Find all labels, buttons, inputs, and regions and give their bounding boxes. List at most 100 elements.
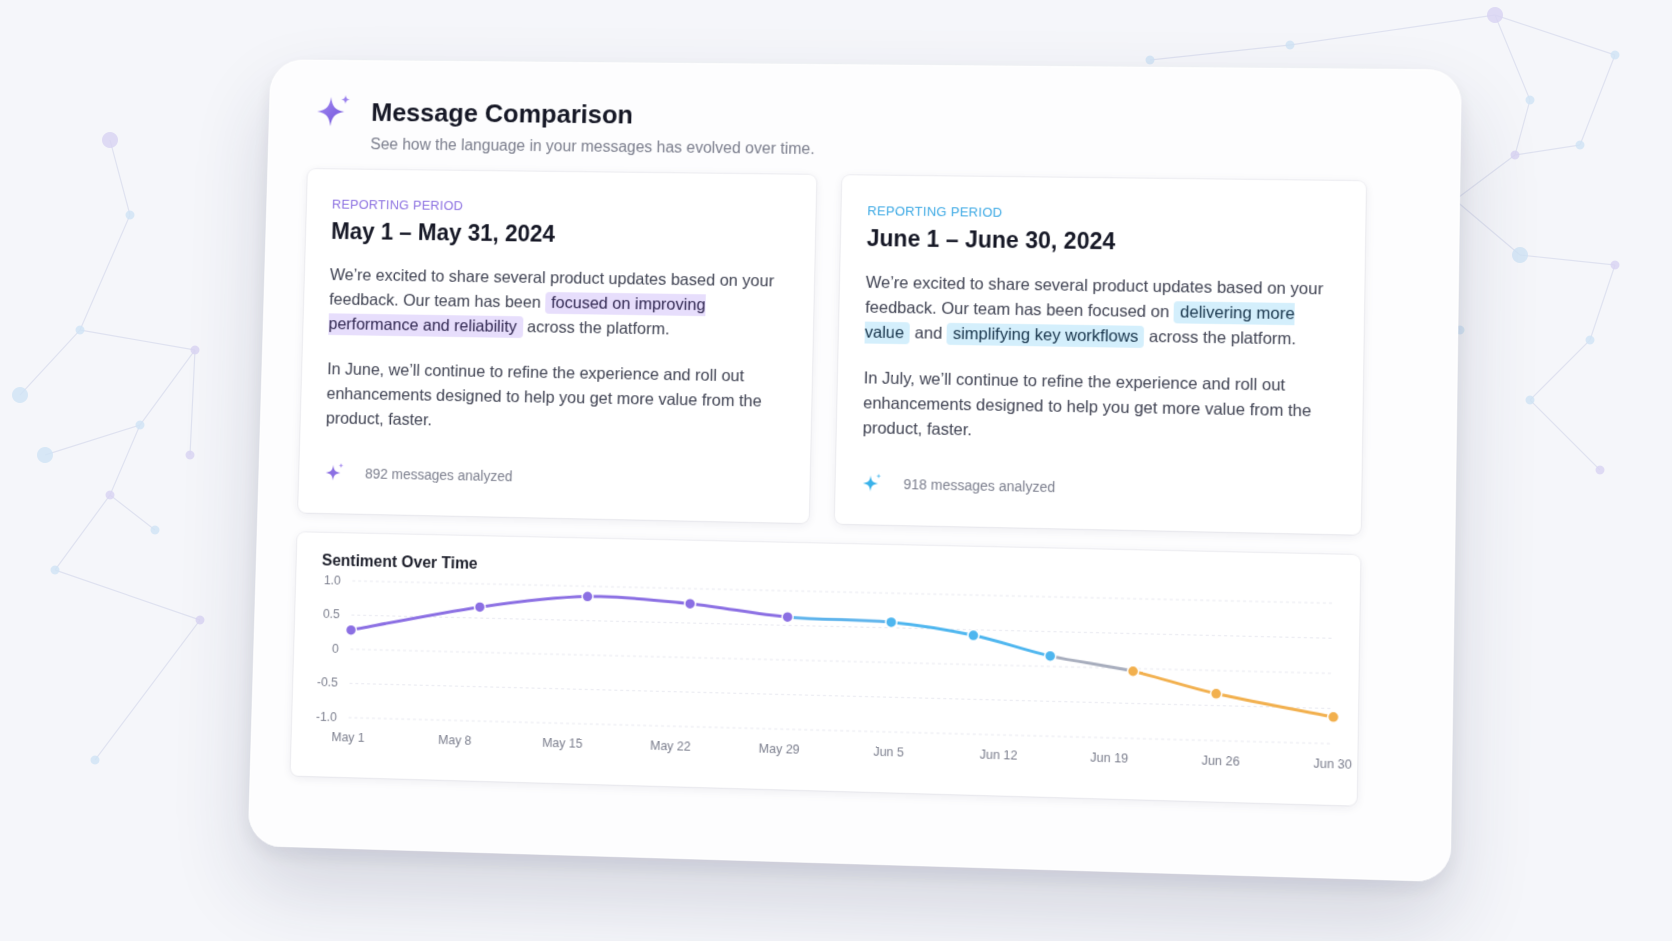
network-edge: [55, 570, 200, 620]
paragraph-text: across the platform.: [522, 318, 669, 338]
highlighted-phrase: simplifying key workflows: [947, 323, 1145, 348]
network-edge: [80, 215, 130, 330]
sparkle-icon: [324, 462, 346, 484]
network-node: [1512, 247, 1528, 263]
network-edge: [1520, 255, 1615, 265]
network-node: [102, 132, 118, 148]
network-edge: [80, 330, 195, 350]
network-node: [1586, 336, 1595, 345]
data-point: [474, 602, 485, 613]
page-title: Message Comparison: [371, 97, 634, 130]
period-panel-may: REPORTING PERIOD May 1 – May 31, 2024 We…: [298, 169, 816, 523]
network-edge: [1590, 265, 1615, 340]
network-node: [186, 451, 195, 460]
network-node: [191, 346, 200, 355]
network-edge: [140, 350, 195, 425]
network-node: [12, 387, 28, 403]
network-node: [1596, 466, 1605, 475]
x-tick-label: Jun 5: [873, 745, 904, 760]
network-node: [1611, 51, 1620, 60]
sentiment-line-segment: [891, 622, 974, 635]
sentiment-line-chart: 1.0 0.5 0 -0.5 -1.0 May 1 May 8 May 15 May 22 May…: [290, 568, 1359, 806]
data-point: [582, 591, 593, 602]
network-edge: [190, 350, 195, 455]
network-edge: [20, 330, 80, 395]
y-tick-label: -0.5: [317, 675, 338, 690]
x-tick-label: May 22: [650, 739, 691, 754]
network-edge: [1290, 15, 1495, 45]
sentiment-chart-panel: Sentiment Over Time 1.0 0.5 0 -0.5 -1.0 May 1…: [290, 532, 1360, 805]
network-node: [1526, 96, 1535, 105]
network-node: [1511, 151, 1520, 160]
paragraph-text: and: [910, 324, 947, 343]
x-tick-label: May 29: [759, 741, 800, 756]
sentiment-line-segment: [587, 596, 690, 603]
message-comparison-card: Message Comparison See how the language …: [248, 59, 1462, 882]
x-tick-label: Jun 19: [1090, 750, 1128, 765]
network-edge: [1515, 145, 1580, 155]
x-tick-label: May 8: [438, 733, 472, 748]
data-point: [684, 598, 695, 609]
chart-gridline: [351, 649, 1335, 673]
network-edge: [1515, 100, 1530, 155]
x-tick-label: Jun 26: [1201, 753, 1240, 768]
data-point: [886, 617, 897, 628]
sentiment-line-segment: [480, 594, 588, 610]
network-node: [76, 326, 85, 335]
messages-analyzed-count: 892 messages analyzed: [365, 466, 513, 485]
message-paragraph: We’re excited to share several product u…: [328, 263, 790, 344]
network-node: [1487, 7, 1503, 23]
sparkle-icon: [315, 93, 355, 132]
network-node: [1526, 396, 1535, 405]
reporting-period-label: REPORTING PERIOD: [867, 203, 1002, 220]
network-edge: [1455, 155, 1515, 200]
y-tick-label: 1.0: [324, 573, 341, 587]
network-node: [1611, 261, 1620, 270]
network-node: [136, 421, 145, 430]
chart-gridline: [352, 581, 1335, 603]
network-edge: [1495, 15, 1615, 55]
sentiment-line-segment: [1050, 656, 1133, 671]
network-edge: [110, 495, 155, 530]
data-point: [1045, 650, 1056, 661]
message-paragraph: In June, we’ll continue to refine the ex…: [326, 358, 789, 440]
sentiment-line-segment: [787, 617, 891, 622]
network-node: [196, 616, 205, 625]
sparkle-icon: [861, 472, 883, 494]
page-subtitle: See how the language in your messages ha…: [370, 136, 815, 159]
y-tick-label: 0.5: [323, 607, 340, 621]
network-edge: [110, 425, 140, 495]
message-paragraph: We’re excited to share several product u…: [864, 271, 1340, 353]
network-edge: [1530, 400, 1600, 470]
x-tick-label: Jun 12: [980, 747, 1018, 762]
period-panel-june: REPORTING PERIOD June 1 – June 30, 2024 …: [835, 175, 1366, 535]
message-comparison-stage: Message Comparison See how the language …: [248, 59, 1462, 882]
x-tick-label: May 1: [331, 730, 365, 745]
data-point: [1328, 711, 1339, 723]
data-point: [1210, 688, 1221, 699]
messages-analyzed-count: 918 messages analyzed: [903, 476, 1055, 495]
sentiment-line-segment: [973, 635, 1051, 656]
paragraph-text: across the platform.: [1144, 328, 1296, 348]
sentiment-line-segment: [1216, 694, 1334, 717]
network-node: [37, 447, 53, 463]
messages-footer: 918 messages analyzed: [861, 472, 862, 496]
network-node: [151, 526, 160, 535]
network-node: [126, 211, 135, 220]
network-edge: [1455, 200, 1520, 255]
network-edge: [55, 495, 110, 570]
period-range: June 1 – June 30, 2024: [866, 225, 1115, 255]
network-node: [1146, 56, 1155, 65]
messages-footer: 892 messages analyzed: [324, 462, 325, 486]
network-edge: [110, 140, 130, 215]
sentiment-line-segment: [1133, 671, 1217, 693]
message-paragraph: In July, we’ll continue to refine the ex…: [862, 366, 1338, 450]
network-edge: [1530, 340, 1590, 400]
network-node: [106, 491, 115, 500]
data-point: [1127, 666, 1138, 677]
network-node: [1286, 41, 1295, 50]
network-edge: [1580, 55, 1615, 145]
sentiment-line-segment: [690, 604, 788, 617]
network-node: [91, 756, 100, 765]
network-node: [51, 566, 60, 575]
